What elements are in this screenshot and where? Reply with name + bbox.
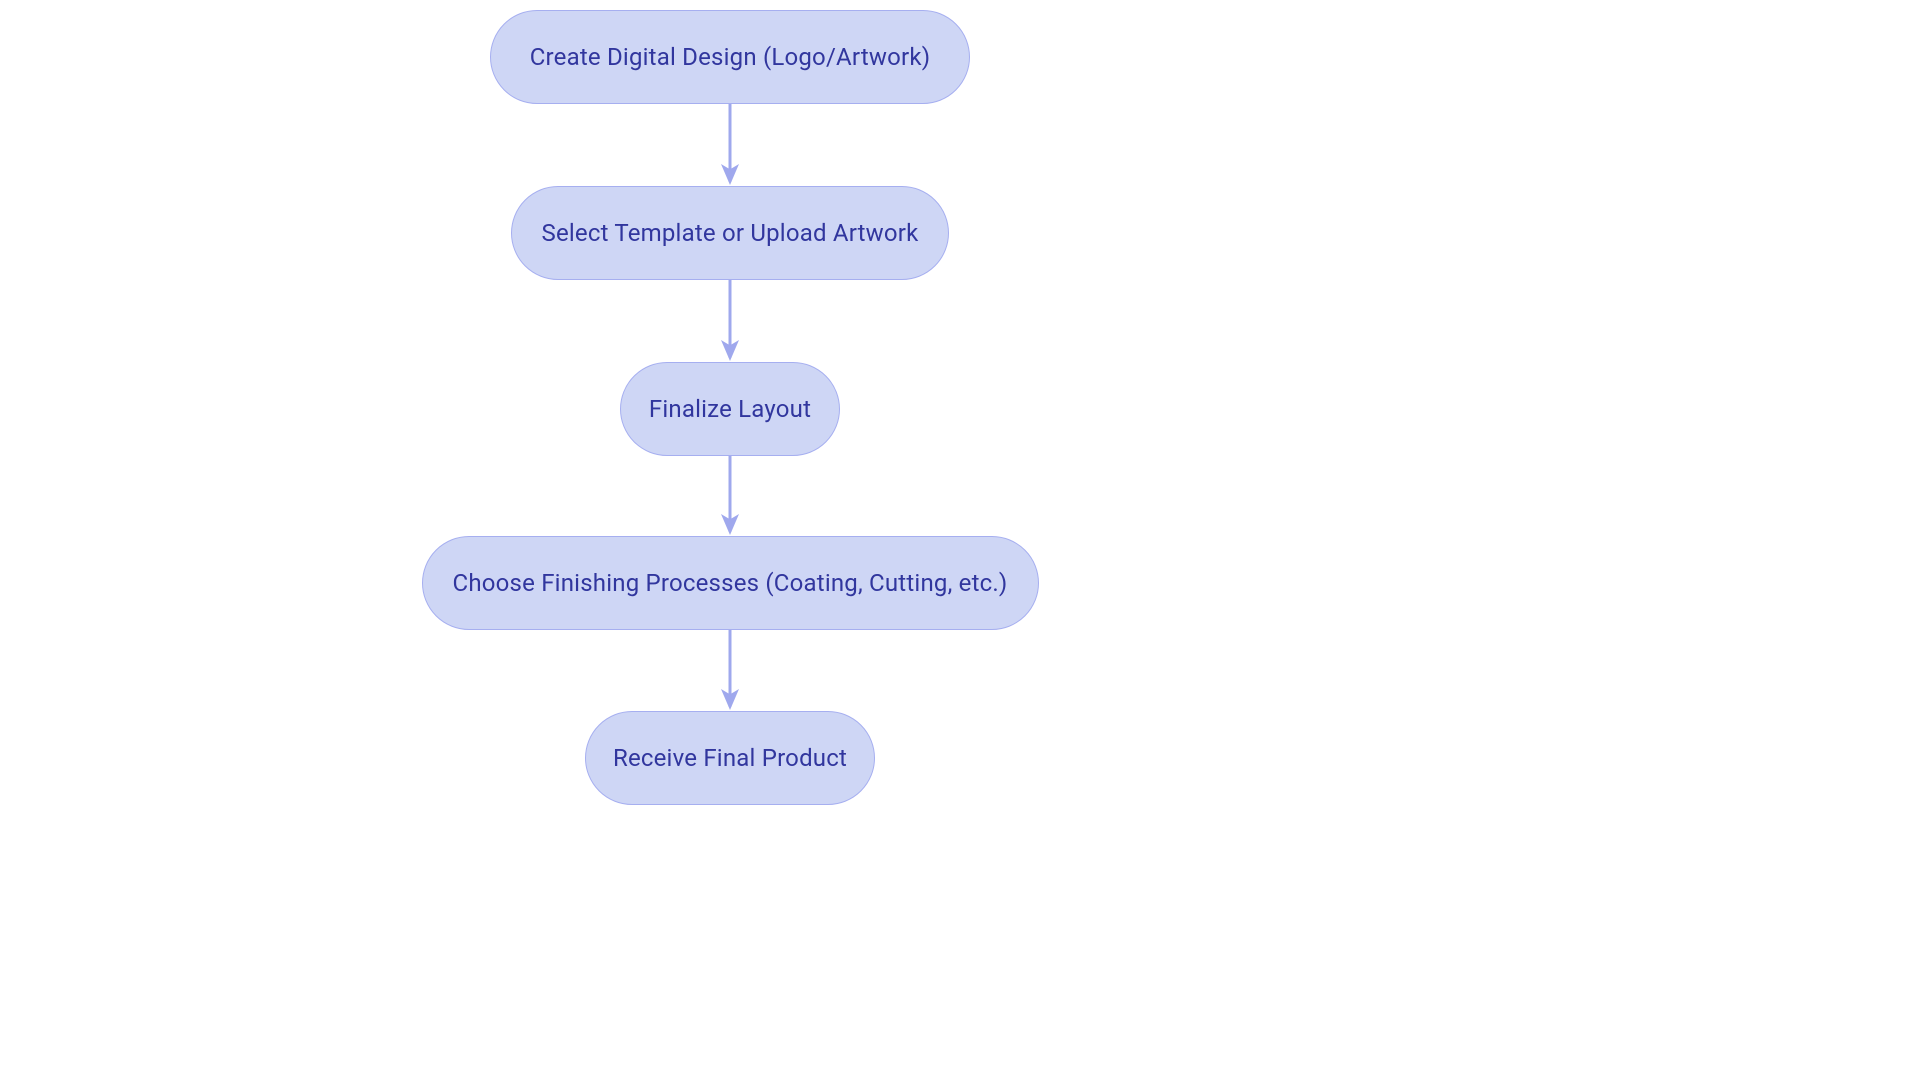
flowchart-node-label: Finalize Layout bbox=[649, 395, 811, 423]
flowchart-node-label: Choose Finishing Processes (Coating, Cut… bbox=[453, 569, 1008, 597]
flowchart-node-label: Select Template or Upload Artwork bbox=[542, 219, 919, 247]
flowchart-node-label: Receive Final Product bbox=[613, 744, 847, 772]
flowchart-node-n3: Finalize Layout bbox=[620, 362, 840, 456]
flowchart-node-n2: Select Template or Upload Artwork bbox=[511, 186, 949, 280]
flowchart-node-n5: Receive Final Product bbox=[585, 711, 875, 805]
flowchart-canvas: Create Digital Design (Logo/Artwork) Sele… bbox=[0, 0, 1920, 1083]
flowchart-node-n1: Create Digital Design (Logo/Artwork) bbox=[490, 10, 970, 104]
flowchart-node-n4: Choose Finishing Processes (Coating, Cut… bbox=[422, 536, 1039, 630]
flowchart-node-label: Create Digital Design (Logo/Artwork) bbox=[530, 43, 931, 71]
